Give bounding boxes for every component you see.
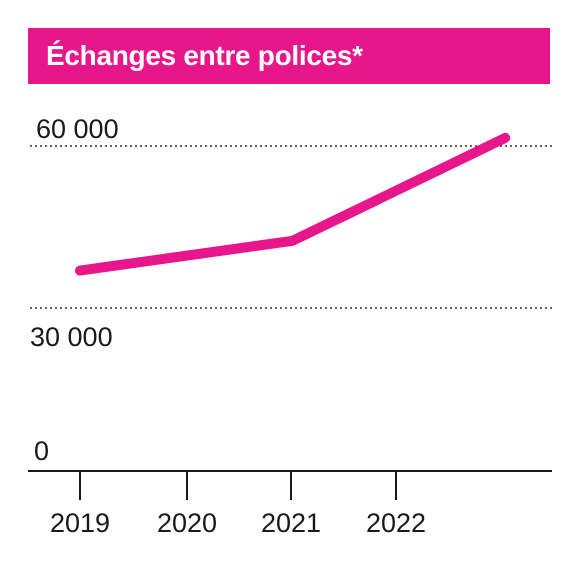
x-tick-label-2020: 2020 (157, 508, 217, 538)
y-tick-label-60000: 60 000 (36, 114, 119, 144)
series-line-0 (75, 132, 511, 276)
series-layer (75, 132, 511, 276)
x-tick-label-2022: 2022 (366, 508, 426, 538)
chart-title: Échanges entre polices* (46, 40, 363, 71)
x-tick-label-2019: 2019 (50, 508, 110, 538)
y-tick-label-0: 0 (34, 436, 49, 466)
grid-lines (30, 145, 552, 309)
x-tick-labels: 2019 2020 2021 2022 (50, 508, 426, 538)
x-ticks (79, 471, 397, 500)
x-tick-label-2021: 2021 (261, 508, 321, 538)
y-tick-labels: 60 000 30 000 0 (30, 114, 119, 466)
chart-title-banner: Échanges entre polices* (28, 28, 550, 84)
y-tick-label-30000: 30 000 (30, 322, 113, 352)
